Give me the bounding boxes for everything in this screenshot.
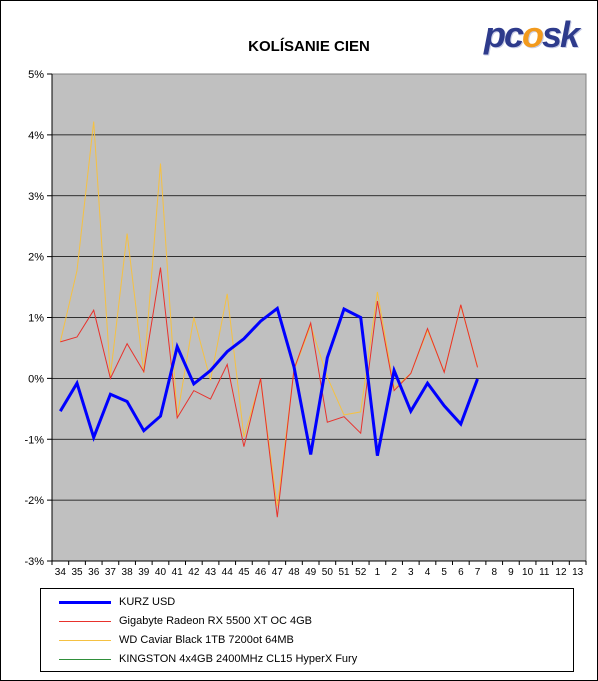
x-tick-label: 1 bbox=[375, 567, 381, 578]
x-tick-label: 43 bbox=[205, 567, 217, 578]
x-tick-label: 50 bbox=[322, 567, 334, 578]
series-line-1 bbox=[60, 267, 478, 518]
legend-swatch bbox=[59, 600, 111, 604]
y-tick-label: -1% bbox=[24, 434, 44, 446]
x-tick-label: 48 bbox=[288, 567, 300, 578]
legend-item: KURZ USD bbox=[41, 593, 175, 611]
legend-item: Gigabyte Radeon RX 5500 XT OC 4GB bbox=[41, 612, 312, 630]
x-tick-label: 44 bbox=[222, 567, 234, 578]
x-tick-label: 45 bbox=[238, 567, 250, 578]
chart-legend: KURZ USD Gigabyte Radeon RX 5500 XT OC 4G… bbox=[40, 588, 574, 672]
y-tick-label: 5% bbox=[28, 69, 44, 81]
x-tick-label: 40 bbox=[155, 567, 167, 578]
x-tick-label: 37 bbox=[105, 567, 117, 578]
x-tick-label: 4 bbox=[425, 567, 431, 578]
legend-swatch bbox=[59, 639, 111, 641]
x-tick-label: 38 bbox=[122, 567, 134, 578]
legend-label: KURZ USD bbox=[119, 596, 176, 608]
x-tick-label: 3 bbox=[408, 567, 414, 578]
x-tick-label: 5 bbox=[441, 567, 447, 578]
x-tick-label: 39 bbox=[138, 567, 150, 578]
x-tick-label: 47 bbox=[272, 567, 284, 578]
legend-label: Gigabyte Radeon RX 5500 XT OC 4GB bbox=[119, 615, 313, 627]
x-tick-label: 7 bbox=[475, 567, 481, 578]
x-tick-label: 6 bbox=[458, 567, 464, 578]
x-tick-label: 34 bbox=[55, 567, 67, 578]
x-tick-label: 8 bbox=[491, 567, 497, 578]
x-tick-label: 10 bbox=[522, 567, 534, 578]
x-tick-label: 9 bbox=[508, 567, 514, 578]
y-tick-label: 0% bbox=[28, 373, 44, 385]
y-tick-label: 4% bbox=[28, 130, 44, 142]
legend-swatch bbox=[59, 658, 111, 660]
legend-item: WD Caviar Black 1TB 7200ot 64MB bbox=[41, 631, 294, 649]
x-tick-label: 35 bbox=[71, 567, 83, 578]
y-tick-label: 2% bbox=[28, 252, 44, 264]
y-tick-label: 3% bbox=[28, 191, 44, 203]
pcsk-logo: pcosk bbox=[484, 14, 580, 55]
x-tick-label: 42 bbox=[188, 567, 200, 578]
y-tick-label: -3% bbox=[24, 556, 44, 568]
x-tick-label: 12 bbox=[555, 567, 567, 578]
x-tick-label: 13 bbox=[572, 567, 584, 578]
legend-label: KINGSTON 4x4GB 2400MHz CL15 HyperX Fury bbox=[119, 653, 358, 665]
y-tick-label: 1% bbox=[28, 313, 44, 325]
x-tick-label: 46 bbox=[255, 567, 267, 578]
legend-label: WD Caviar Black 1TB 7200ot 64MB bbox=[119, 634, 294, 646]
x-tick-label: 52 bbox=[355, 567, 367, 578]
x-tick-label: 36 bbox=[88, 567, 100, 578]
chart-title: KOLÍSANIE CIEN bbox=[248, 38, 370, 55]
x-tick-label: 49 bbox=[305, 567, 317, 578]
legend-item: KINGSTON 4x4GB 2400MHz CL15 HyperX Fury bbox=[41, 650, 357, 668]
line-chart: KOLÍSANIE CIEN 5%4%3%2%1%0%-1%-2%-3% 34 3… bbox=[24, 38, 587, 578]
x-tick-label: 41 bbox=[172, 567, 184, 578]
x-tick-label: 2 bbox=[391, 567, 397, 578]
y-tick-label: -2% bbox=[24, 495, 44, 507]
x-tick-label: 51 bbox=[338, 567, 350, 578]
legend-swatch bbox=[59, 620, 111, 622]
x-tick-label: 11 bbox=[539, 567, 550, 578]
series-line-0 bbox=[59, 305, 479, 456]
